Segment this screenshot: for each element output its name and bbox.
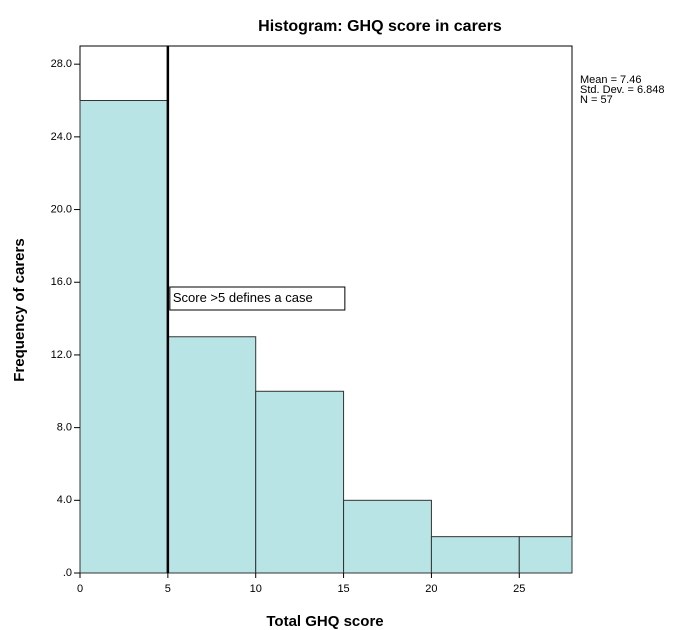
y-tick-label: 12.0 xyxy=(51,349,72,361)
annotation: Score >5 defines a case xyxy=(173,290,313,305)
stats-line: Std. Dev. = 6.848 xyxy=(580,84,665,96)
x-tick-label: 15 xyxy=(337,583,349,595)
y-axis-label: Frequency of carers xyxy=(11,238,28,381)
x-axis-label: Total GHQ score xyxy=(266,613,383,630)
y-tick-label: 16.0 xyxy=(51,276,72,288)
bar xyxy=(518,536,573,574)
y-tick-label: 20.0 xyxy=(51,203,72,215)
bar xyxy=(343,499,432,574)
x-tick-label: 25 xyxy=(513,583,525,595)
bar xyxy=(255,390,345,574)
stats-line: N = 57 xyxy=(580,94,613,106)
y-tick-label: 4.0 xyxy=(57,494,72,506)
y-tick-label: 8.0 xyxy=(57,422,72,434)
bar xyxy=(167,336,257,574)
bar xyxy=(79,100,169,574)
annotation-box xyxy=(169,286,346,311)
y-tick-label: 28.0 xyxy=(51,58,72,70)
bar xyxy=(430,536,520,574)
stats-line: Mean = 7.46 xyxy=(580,74,641,86)
y-tick-label: .0 xyxy=(63,567,72,579)
x-tick-label: 10 xyxy=(250,583,262,595)
x-tick-label: 20 xyxy=(425,583,437,595)
chart-title: Histogram: GHQ score in carers xyxy=(258,18,502,35)
x-tick-label: 0 xyxy=(77,583,83,595)
y-tick-label: 24.0 xyxy=(51,131,72,143)
x-tick-label: 5 xyxy=(165,583,171,595)
